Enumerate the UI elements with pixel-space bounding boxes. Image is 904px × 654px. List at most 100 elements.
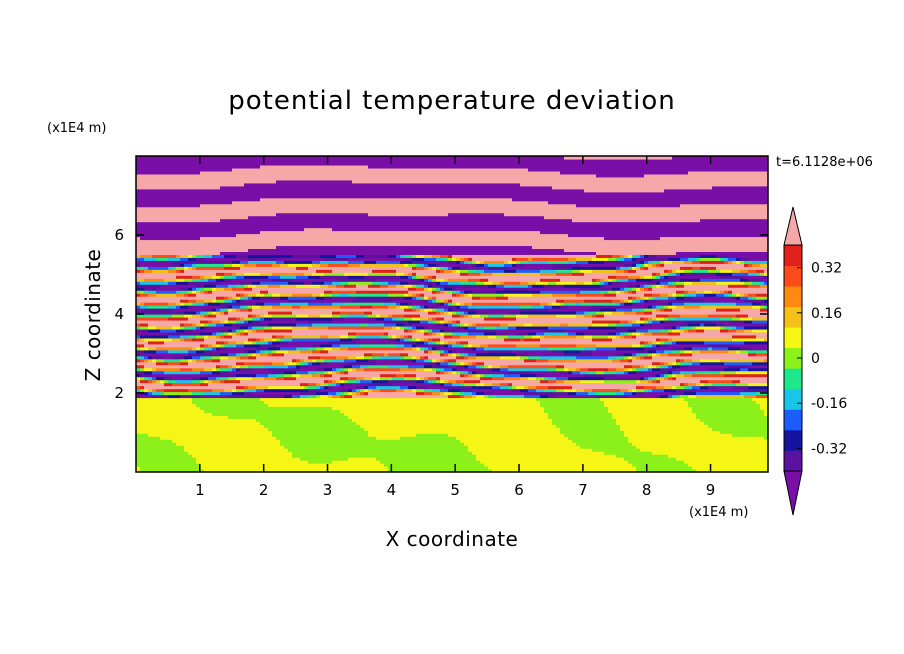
contour-cell — [340, 391, 345, 396]
contour-cell — [672, 260, 685, 264]
contour-cell — [592, 281, 601, 285]
contour-cell — [660, 364, 665, 369]
contour-cell — [368, 322, 385, 327]
contour-cell — [196, 293, 237, 297]
contour-cell — [412, 322, 437, 327]
contour-cell — [228, 328, 233, 333]
contour-cell — [192, 314, 201, 318]
contour-cell — [660, 394, 669, 399]
contour-cell — [684, 296, 693, 300]
contour-cell — [428, 305, 437, 309]
contour-cell — [236, 340, 245, 345]
contour-cell — [440, 331, 445, 336]
contour-cell — [440, 370, 445, 375]
contour-cell — [224, 388, 233, 393]
contour-cell — [136, 364, 145, 369]
contour-cell — [356, 367, 365, 372]
contour-cell — [356, 388, 361, 393]
contour-cell — [224, 340, 229, 345]
contour-cell — [164, 278, 177, 282]
contour-cell — [580, 379, 605, 384]
contour-cell — [704, 322, 717, 327]
contour-cell — [312, 322, 361, 327]
contour-cell — [368, 430, 561, 434]
contour-cell — [600, 284, 605, 288]
contour-cell — [192, 278, 201, 282]
contour-cell — [344, 316, 369, 321]
contour-cell — [636, 391, 645, 396]
contour-cell — [656, 337, 661, 342]
contour-cell — [424, 337, 429, 342]
contour-cell — [408, 302, 413, 306]
contour-cell — [548, 346, 585, 351]
contour-cell — [136, 200, 233, 205]
contour-cell — [324, 367, 333, 372]
contour-cell — [428, 340, 433, 345]
contour-cell — [608, 275, 617, 279]
contour-cell — [196, 290, 201, 294]
contour-cell — [272, 361, 285, 366]
contour-cell — [200, 170, 561, 175]
contour-cell — [624, 370, 629, 375]
contour-cell — [596, 314, 605, 318]
contour-cell — [644, 316, 649, 321]
contour-cell — [456, 319, 461, 324]
contour-cell — [392, 316, 397, 321]
contour-cell — [136, 352, 141, 357]
contour-cell — [320, 355, 337, 360]
contour-cell — [492, 385, 501, 390]
contour-cell — [652, 331, 669, 336]
contour-cell — [320, 382, 325, 387]
contour-cell — [744, 388, 768, 393]
contour-cell — [240, 293, 245, 297]
contour-cell — [588, 311, 597, 315]
contour-cell — [484, 394, 489, 399]
contour-cell — [632, 388, 637, 393]
contour-cell — [620, 257, 625, 261]
contour-cell — [528, 355, 541, 360]
contour-cell — [416, 367, 425, 372]
contour-cell — [448, 305, 457, 309]
contour-cell — [300, 391, 317, 396]
contour-cell — [668, 275, 677, 279]
contour-cell — [516, 385, 525, 390]
contour-cell — [280, 263, 289, 267]
contour-cell — [188, 334, 197, 339]
contour-cell — [440, 337, 505, 342]
contour-cell — [136, 176, 768, 181]
contour-cell — [544, 215, 768, 220]
contour-cell — [400, 367, 417, 372]
contour-cell — [424, 340, 429, 345]
contour-cell — [140, 293, 149, 297]
contour-cell — [672, 385, 677, 390]
contour-cell — [656, 379, 661, 384]
contour-cell — [220, 311, 225, 315]
contour-cell — [416, 391, 425, 396]
contour-cell — [300, 349, 313, 354]
contour-cell — [616, 334, 621, 339]
contour-cell — [672, 349, 681, 354]
contour-cell — [356, 355, 365, 360]
contour-cell — [180, 290, 189, 294]
contour-cell — [228, 367, 233, 372]
contour-cell — [388, 379, 417, 384]
contour-cell — [152, 370, 165, 375]
contour-cell — [156, 388, 165, 393]
contour-cell — [344, 379, 349, 384]
contour-cell — [364, 376, 373, 381]
contour-cell — [404, 328, 409, 333]
contour-cell — [664, 376, 669, 381]
contour-cell — [220, 251, 597, 255]
colorbar-tick-label: 0 — [811, 351, 820, 367]
contour-cell — [136, 454, 193, 458]
contour-cell — [468, 331, 485, 336]
contour-cell — [144, 364, 217, 369]
contour-cell — [204, 358, 213, 363]
contour-cell — [700, 305, 753, 309]
contour-cell — [280, 442, 465, 446]
contour-cell — [760, 284, 768, 288]
contour-cell — [616, 325, 641, 330]
contour-cell — [276, 337, 281, 342]
contour-cell — [172, 260, 233, 264]
contour-cell — [540, 400, 605, 405]
